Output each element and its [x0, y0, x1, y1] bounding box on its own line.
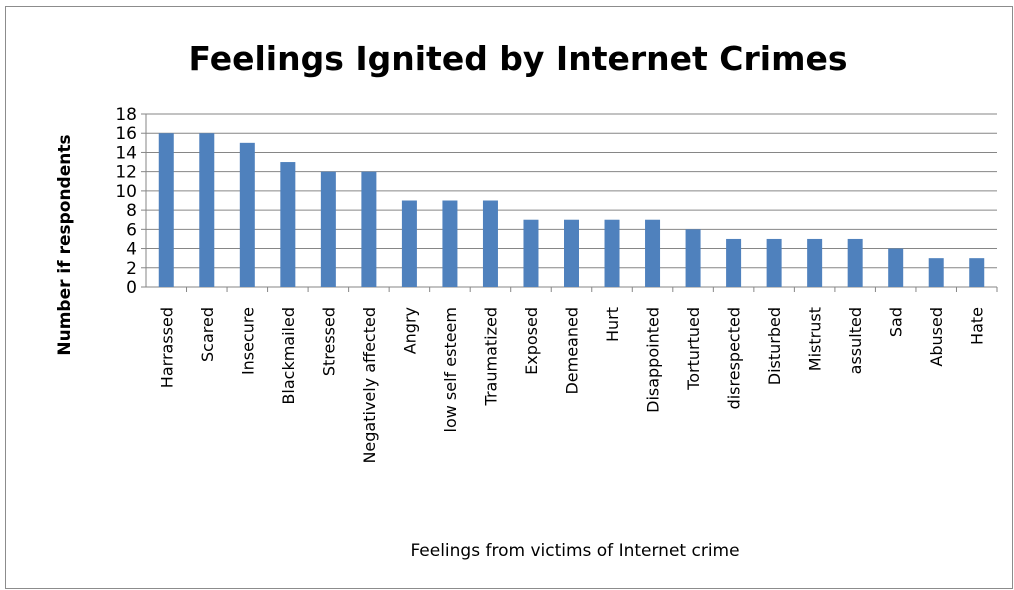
category-label: assulted [846, 307, 865, 374]
y-tick-label: 18 [115, 105, 137, 125]
bar [401, 200, 417, 287]
bar [928, 258, 944, 287]
category-label: Angry [400, 307, 419, 354]
y-tick-label: 8 [126, 201, 137, 221]
bar [280, 162, 296, 287]
bars [158, 133, 985, 287]
category-label: Mistrust [806, 307, 825, 371]
category-label: low self esteem [441, 307, 460, 432]
category-label: Abused [927, 307, 946, 367]
y-tick-label: 16 [115, 124, 137, 144]
y-tick-label: 10 [115, 182, 137, 202]
y-axis-label: Number if respondents [55, 134, 75, 355]
bar [847, 238, 863, 287]
bar [442, 200, 458, 287]
category-label: Disturbed [765, 307, 784, 385]
x-axis-label: Feelings from victims of Internet crime [410, 541, 739, 561]
bar [807, 238, 823, 287]
category-label: Exposed [522, 307, 541, 375]
category-label: Harrassed [157, 307, 176, 388]
bar [888, 248, 904, 287]
category-label: Sad [887, 307, 906, 337]
bar [361, 171, 377, 287]
category-label: Stressed [319, 307, 338, 376]
category-label: Hate [968, 307, 987, 345]
y-tick-label: 12 [115, 163, 137, 183]
y-tick-label: 0 [126, 278, 137, 298]
bar [685, 229, 701, 287]
category-label: Scared [198, 307, 217, 362]
category-label: Negatively affected [360, 307, 379, 464]
bar [645, 219, 661, 287]
category-label: Insecure [238, 307, 257, 375]
chart-title: Feelings Ignited by Internet Crimes [189, 39, 848, 78]
category-label: Blackmailed [279, 307, 298, 405]
bar [523, 219, 539, 287]
bar [969, 258, 985, 287]
category-label: Demeaned [563, 307, 582, 395]
bar [239, 142, 255, 287]
category-label: disrespected [725, 307, 744, 409]
category-label: Torturtued [684, 307, 703, 391]
y-tick-label: 6 [126, 220, 137, 240]
y-tick-label: 14 [115, 143, 137, 163]
bar [726, 238, 742, 287]
category-label: Disappointed [644, 307, 663, 413]
category-label: Hurt [603, 307, 622, 342]
y-tick-label: 4 [126, 240, 137, 260]
bar [199, 133, 215, 287]
bar [320, 171, 336, 287]
chart-frame [5, 6, 1013, 589]
bar [604, 219, 620, 287]
bar [482, 200, 498, 287]
category-labels: Harrassed Scared Insecure Blackmailed Stress… [157, 307, 986, 464]
bar [766, 238, 782, 287]
category-label: Traumatized [481, 307, 500, 406]
bar [564, 219, 579, 287]
bar [158, 133, 174, 287]
y-tick-label: 2 [126, 259, 137, 279]
